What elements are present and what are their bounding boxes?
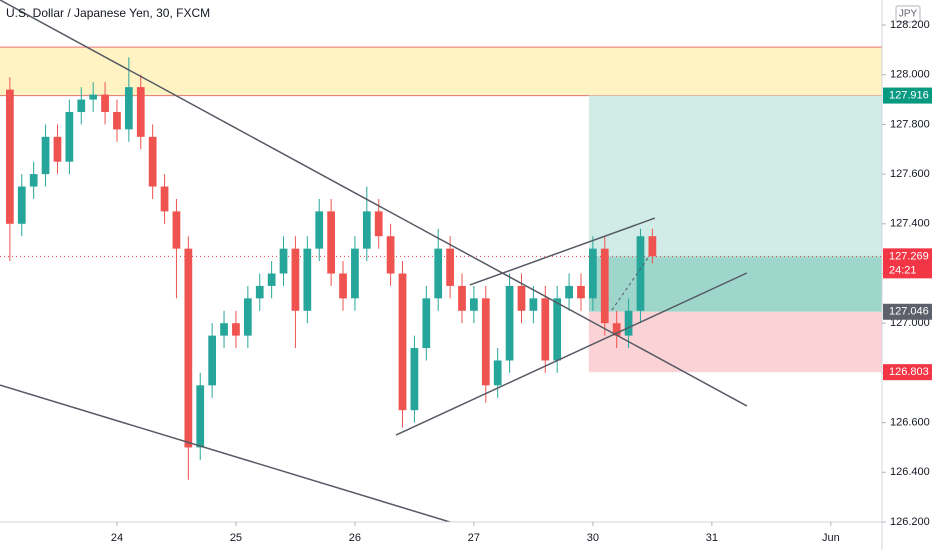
candle-body xyxy=(101,94,109,112)
open-zone xyxy=(588,256,882,312)
target-zone xyxy=(588,95,882,257)
candle-body xyxy=(541,298,550,361)
x-tick-label: 30 xyxy=(587,532,599,544)
candle-body xyxy=(362,211,371,249)
candle-body xyxy=(470,298,478,311)
x-tick-label: 26 xyxy=(349,532,361,544)
y-tick-label: 126.400 xyxy=(890,466,930,478)
countdown-label: 24:21 xyxy=(889,264,917,276)
candle-body xyxy=(208,335,217,386)
candle-body xyxy=(113,111,121,130)
price-label-box xyxy=(883,303,932,320)
candle-body xyxy=(303,248,312,311)
candle-body xyxy=(446,248,454,286)
candle-body xyxy=(6,89,14,224)
candle-body xyxy=(220,323,228,336)
x-tick-label: 25 xyxy=(230,532,242,544)
trend-line xyxy=(0,384,451,522)
candle-body xyxy=(636,236,645,311)
candle-body xyxy=(600,248,609,324)
candle-body xyxy=(505,285,514,361)
candle-body xyxy=(136,87,145,137)
stop-zone xyxy=(588,311,882,373)
trend-line xyxy=(0,0,748,407)
x-tick-label: Jun xyxy=(822,532,840,544)
candle-body xyxy=(398,273,407,411)
resistance-zone xyxy=(0,47,882,96)
candle-body xyxy=(589,248,597,299)
chart-title: U.S. Dollar / Japanese Yen, 30, FXCM xyxy=(6,6,210,20)
candle-body xyxy=(184,248,193,448)
currency-label[interactable]: JPY xyxy=(899,9,918,20)
candle-body xyxy=(291,248,300,311)
candle-body xyxy=(17,186,26,224)
candle-body xyxy=(29,174,38,187)
candle-body xyxy=(386,236,395,274)
candle-body xyxy=(648,236,657,257)
candle-body xyxy=(89,94,98,100)
candle-body xyxy=(279,248,288,274)
y-tick-label: 127.800 xyxy=(890,118,930,130)
trend-line xyxy=(469,217,656,286)
candle-body xyxy=(255,285,264,299)
y-tick-label: 126.200 xyxy=(890,516,930,528)
candle-body xyxy=(53,136,62,162)
candle-body xyxy=(374,211,383,237)
x-tick-label: 31 xyxy=(706,532,718,544)
candle-body xyxy=(517,285,526,311)
candle-body xyxy=(124,87,133,130)
price-label: 127.269 xyxy=(889,250,929,262)
trend-line xyxy=(395,272,748,436)
candle-body xyxy=(339,273,347,299)
candle-body xyxy=(434,248,443,299)
candle-body xyxy=(267,273,276,286)
y-tick-label: 126.600 xyxy=(890,417,930,429)
price-label: 127.916 xyxy=(889,89,929,101)
candle-body xyxy=(148,136,157,187)
price-label: 127.046 xyxy=(889,306,929,318)
candle-body xyxy=(41,136,50,175)
candle-body xyxy=(77,99,86,112)
candle-body xyxy=(481,298,490,386)
candle-body xyxy=(553,298,562,361)
candle-body xyxy=(577,285,585,299)
price-label-box xyxy=(883,87,932,104)
candle-body xyxy=(65,111,74,162)
y-tick-label: 127.000 xyxy=(890,317,930,329)
candle-body xyxy=(612,323,621,336)
candle-body xyxy=(410,348,419,411)
candle-body xyxy=(160,186,169,212)
candle-body xyxy=(422,298,431,349)
candle-body xyxy=(565,285,573,299)
x-tick-label: 27 xyxy=(468,532,480,544)
price-label-box xyxy=(883,364,932,381)
candle-body xyxy=(196,385,205,448)
plot-area xyxy=(0,0,882,522)
candle-body xyxy=(624,310,633,336)
y-tick-label: 128.000 xyxy=(890,69,930,81)
trend-line xyxy=(611,257,649,311)
currency-badge[interactable] xyxy=(895,5,921,23)
y-tick-label: 127.400 xyxy=(890,218,930,230)
candle-body xyxy=(172,211,181,249)
candle-body xyxy=(243,298,252,336)
candle-body xyxy=(493,360,502,386)
candle-body xyxy=(529,298,538,311)
x-tick-label: 24 xyxy=(111,532,123,544)
price-label: 126.803 xyxy=(889,366,929,378)
candle-body xyxy=(458,285,466,311)
y-tick-label: 127.600 xyxy=(890,168,930,180)
candle-body xyxy=(232,323,240,336)
y-tick-label: 128.200 xyxy=(890,19,930,31)
candle-body xyxy=(351,248,359,299)
candle-body xyxy=(315,211,324,249)
candle-body xyxy=(327,211,335,274)
price-label-box xyxy=(883,248,932,279)
